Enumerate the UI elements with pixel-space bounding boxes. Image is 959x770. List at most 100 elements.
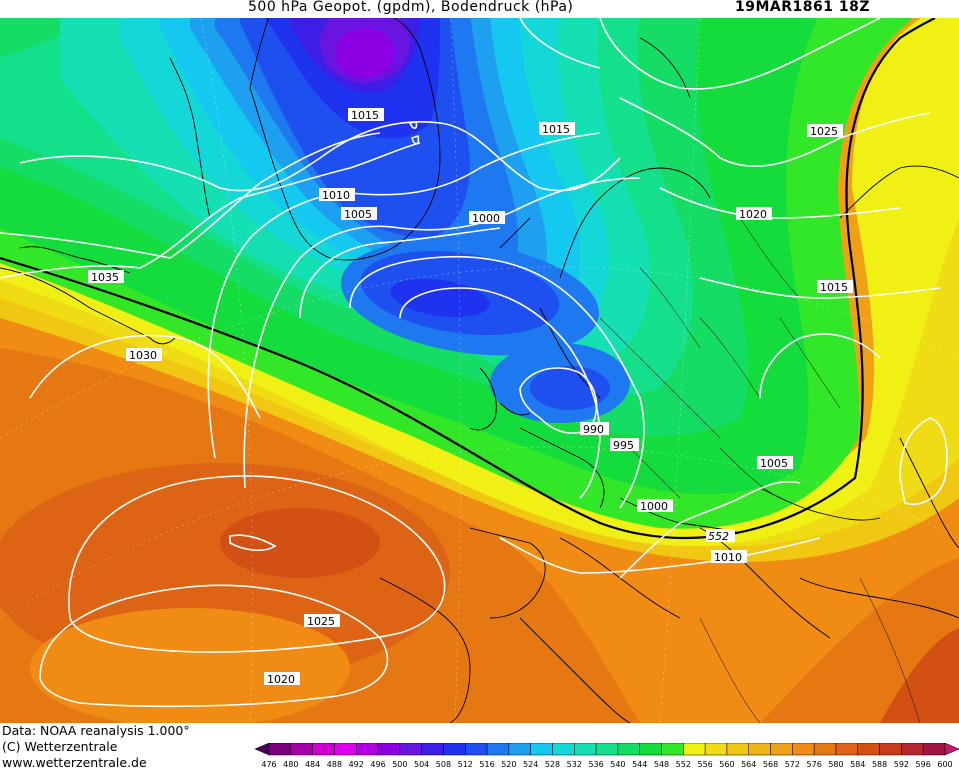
legend-swatch — [443, 743, 466, 756]
legend-swatch — [552, 743, 575, 756]
legend-tick-label: 588 — [872, 760, 887, 769]
legend-swatch — [813, 743, 837, 756]
svg-text:995: 995 — [613, 439, 634, 452]
legend-tick-label: 556 — [697, 760, 712, 769]
legend-tick-label: 548 — [654, 760, 669, 769]
iso-990: 990 — [580, 422, 609, 436]
legend-swatch — [639, 743, 662, 756]
svg-text:1030: 1030 — [129, 349, 157, 362]
svg-text:1020: 1020 — [739, 208, 767, 221]
svg-text:1000: 1000 — [640, 500, 668, 513]
legend-tick-label: 532 — [567, 760, 582, 769]
iso-1035: 1035 — [88, 270, 124, 284]
legend-swatch — [726, 743, 749, 756]
website-link[interactable]: www.wetterzentrale.de — [2, 755, 147, 770]
legend-tick-label: 500 — [392, 760, 407, 769]
legend-tick-label: 540 — [610, 760, 625, 769]
legend-tick-label: 476 — [261, 760, 276, 769]
legend-swatch — [465, 743, 488, 756]
svg-text:1010: 1010 — [322, 189, 350, 202]
map-date: 19MAR1861 18Z — [735, 0, 871, 15]
legend-swatch — [421, 743, 444, 756]
legend-swatch — [334, 743, 357, 756]
legend-swatch — [508, 743, 531, 756]
iso-1015-norway: 1015 — [539, 122, 575, 136]
band-516-lowsouth — [530, 366, 610, 410]
svg-text:1035: 1035 — [91, 271, 119, 284]
footer: Data: NOAA reanalysis 1.000° (C) Wetterz… — [0, 723, 959, 770]
legend-swatch — [399, 743, 422, 756]
legend-tick-label: 596 — [916, 760, 931, 769]
legend-tick-label: 524 — [523, 760, 538, 769]
legend-swatch — [486, 743, 510, 756]
iso-1015-greenland: 1015 — [348, 108, 384, 122]
band-588-east — [880, 628, 959, 723]
legend-swatch — [879, 743, 902, 756]
legend-arrow-low — [255, 743, 270, 756]
data-source-text: Data: NOAA reanalysis 1.000° — [2, 723, 190, 738]
svg-text:990: 990 — [583, 423, 604, 436]
legend-tick-label: 568 — [763, 760, 778, 769]
legend-swatch — [922, 743, 946, 756]
iso-1010: 1010 — [319, 188, 355, 202]
legend-tick-label: 572 — [785, 760, 800, 769]
iso-1010-south: 1010 — [711, 550, 747, 564]
legend-swatch — [574, 743, 597, 756]
band-576-south — [30, 608, 350, 723]
svg-text:1015: 1015 — [351, 109, 379, 122]
copyright-text: (C) Wetterzentrale — [2, 739, 118, 754]
iso-1030: 1030 — [126, 348, 162, 362]
legend-swatch — [683, 743, 706, 756]
legend-swatch — [835, 743, 859, 756]
color-legend: 476 480 484 488 492 496 500 504 508 512 516 520 524 5… — [255, 743, 959, 769]
legend-swatch — [704, 743, 728, 756]
legend-tick-label: 520 — [501, 760, 516, 769]
legend-swatch — [312, 743, 335, 756]
legend-tick-label: 508 — [436, 760, 451, 769]
svg-text:1005: 1005 — [344, 208, 372, 221]
iso-1020-russia: 1020 — [736, 207, 772, 221]
legend-swatch — [595, 743, 619, 756]
iso-552: 552 — [706, 529, 735, 543]
legend-swatch — [290, 743, 313, 756]
iso-995: 995 — [610, 438, 639, 452]
iso-1015-east: 1015 — [817, 280, 853, 294]
iso-1005-balkans: 1005 — [757, 456, 793, 470]
iso-1025-atlantic: 1025 — [304, 614, 340, 628]
legend-tick-label: 560 — [719, 760, 734, 769]
legend-arrow-high — [944, 743, 959, 756]
iso-1000-south: 1000 — [637, 499, 673, 513]
isobar-labels: 1015 1015 1025 1010 1005 1000 1020 1035 … — [88, 108, 853, 686]
legend-tick-label: 584 — [850, 760, 865, 769]
band-500 — [335, 28, 395, 78]
legend-tick-label: 576 — [807, 760, 822, 769]
svg-text:1025: 1025 — [307, 615, 335, 628]
legend-swatch — [748, 743, 771, 756]
legend-tick-label: 492 — [349, 760, 364, 769]
legend-tick-label: 564 — [741, 760, 756, 769]
graticule — [0, 18, 959, 723]
legend-tick-label: 488 — [327, 760, 342, 769]
legend-swatch — [901, 743, 924, 756]
legend-tick-label: 580 — [828, 760, 843, 769]
legend-swatch — [355, 743, 379, 756]
svg-text:1010: 1010 — [714, 551, 742, 564]
legend-tick-label: 504 — [414, 760, 429, 769]
legend-swatch — [792, 743, 815, 756]
contour-552 — [0, 18, 936, 540]
legend-tick-label: 480 — [283, 760, 298, 769]
legend-swatch — [857, 743, 880, 756]
svg-text:1015: 1015 — [820, 281, 848, 294]
legend-swatch — [268, 743, 292, 756]
iso-1025-russia: 1025 — [807, 124, 843, 138]
legend-tick-label: 512 — [458, 760, 473, 769]
legend-tick-label: 484 — [305, 760, 320, 769]
band-588 — [220, 508, 380, 578]
svg-text:1005: 1005 — [760, 457, 788, 470]
legend-tick-label: 536 — [588, 760, 603, 769]
band-556 — [0, 18, 959, 546]
svg-text:1020: 1020 — [267, 673, 295, 686]
legend-tick-label: 592 — [894, 760, 909, 769]
weather-map: 1015 1015 1025 1010 1005 1000 1020 1035 … — [0, 18, 959, 723]
title-bar: 500 hPa Geopot. (gpdm), Bodendruck (hPa)… — [0, 0, 959, 18]
